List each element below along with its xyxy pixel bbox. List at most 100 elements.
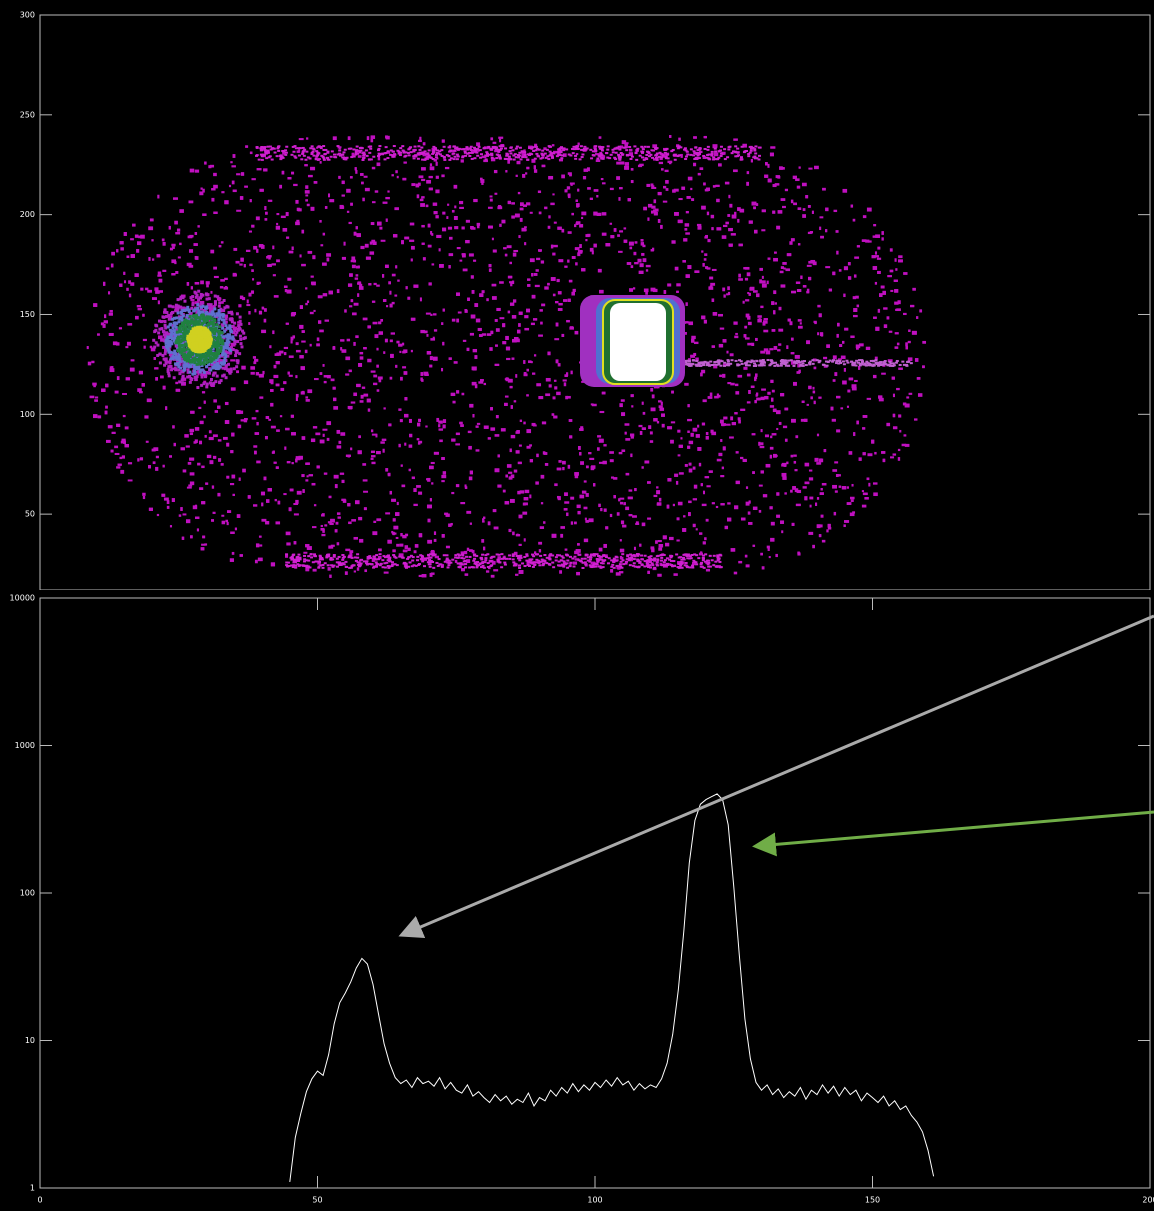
pixel xyxy=(370,251,375,254)
pixel xyxy=(832,469,837,472)
pixel xyxy=(105,411,108,415)
pixel xyxy=(363,491,368,493)
pixel xyxy=(516,175,518,177)
streak-pixel xyxy=(343,151,346,153)
pixel xyxy=(379,227,382,230)
pixel xyxy=(165,406,167,410)
streak-pixel xyxy=(539,158,542,160)
pixel xyxy=(910,305,914,307)
pixel xyxy=(374,283,377,285)
pixel xyxy=(794,461,796,464)
pixel xyxy=(514,337,519,341)
pixel xyxy=(694,342,699,344)
pixel xyxy=(98,415,102,418)
streak-pixel xyxy=(489,560,492,562)
pixel xyxy=(710,430,713,434)
streak-pixel xyxy=(809,361,812,363)
pixel xyxy=(622,525,626,528)
pixel xyxy=(493,249,497,252)
pixel xyxy=(805,463,810,467)
pixel xyxy=(109,313,113,316)
pixel xyxy=(558,308,563,311)
pixel xyxy=(508,276,512,279)
pixel xyxy=(874,255,879,257)
streak-pixel xyxy=(518,567,521,569)
pixel xyxy=(524,315,528,318)
pixel xyxy=(460,260,463,262)
pixel xyxy=(422,574,427,577)
streak-pixel xyxy=(490,153,493,155)
streak-pixel xyxy=(295,559,298,561)
streak-pixel xyxy=(524,565,527,567)
pixel xyxy=(655,209,659,212)
streak-pixel xyxy=(734,145,737,147)
pixel xyxy=(853,219,856,222)
pixel xyxy=(337,289,340,293)
pixel xyxy=(417,194,420,198)
pixel xyxy=(529,494,531,498)
pixel xyxy=(507,245,512,248)
streak-pixel xyxy=(901,361,904,363)
streak-pixel xyxy=(353,564,356,566)
pixel xyxy=(370,139,373,142)
streak-pixel xyxy=(469,147,472,149)
pixel xyxy=(729,436,734,438)
streak-pixel xyxy=(613,567,616,569)
pixel xyxy=(329,575,332,578)
pixel xyxy=(394,295,397,297)
streak-pixel xyxy=(625,563,628,565)
pixel xyxy=(268,419,271,421)
pixel xyxy=(693,428,697,432)
pixel xyxy=(708,286,713,289)
pixel xyxy=(240,196,243,200)
pixel xyxy=(469,476,473,480)
streak-pixel xyxy=(303,555,306,557)
pixel xyxy=(804,419,808,422)
pixel xyxy=(777,176,780,179)
pixel xyxy=(327,258,330,262)
pixel xyxy=(316,343,320,346)
pixel xyxy=(523,422,525,425)
streak-pixel xyxy=(544,153,547,155)
pixel xyxy=(600,411,605,413)
pixel xyxy=(629,152,633,156)
pixel xyxy=(629,242,634,246)
pixel xyxy=(439,264,444,268)
streak-pixel xyxy=(535,153,538,155)
pixel xyxy=(433,313,436,315)
pixel xyxy=(384,572,389,574)
pixel xyxy=(541,475,545,479)
pixel xyxy=(213,212,217,214)
pixel xyxy=(507,160,509,164)
pixel xyxy=(580,426,583,428)
streak-pixel xyxy=(516,146,519,148)
pixel xyxy=(122,455,125,458)
pixel xyxy=(176,389,180,392)
pixel xyxy=(292,246,294,250)
pixel xyxy=(359,539,363,543)
streak-pixel xyxy=(419,149,422,151)
pixel xyxy=(717,393,719,396)
streak-pixel xyxy=(855,360,858,362)
pixel xyxy=(657,574,661,577)
pixel xyxy=(108,291,110,294)
pixel xyxy=(320,372,323,375)
pixel xyxy=(357,567,359,570)
streak-pixel xyxy=(579,158,582,160)
pixel xyxy=(587,187,591,190)
pixel xyxy=(350,448,352,451)
pixel xyxy=(832,419,836,422)
pixel xyxy=(767,392,770,395)
pixel xyxy=(658,400,661,402)
pixel xyxy=(308,251,312,254)
pixel xyxy=(171,273,175,275)
pixel xyxy=(808,232,812,234)
streak-pixel xyxy=(537,155,540,157)
pixel xyxy=(628,497,633,500)
pixel xyxy=(579,452,581,456)
pixel xyxy=(348,406,353,409)
pixel xyxy=(908,329,911,332)
pixel xyxy=(345,549,350,551)
streak-pixel xyxy=(514,153,517,155)
streak-pixel xyxy=(484,561,487,563)
